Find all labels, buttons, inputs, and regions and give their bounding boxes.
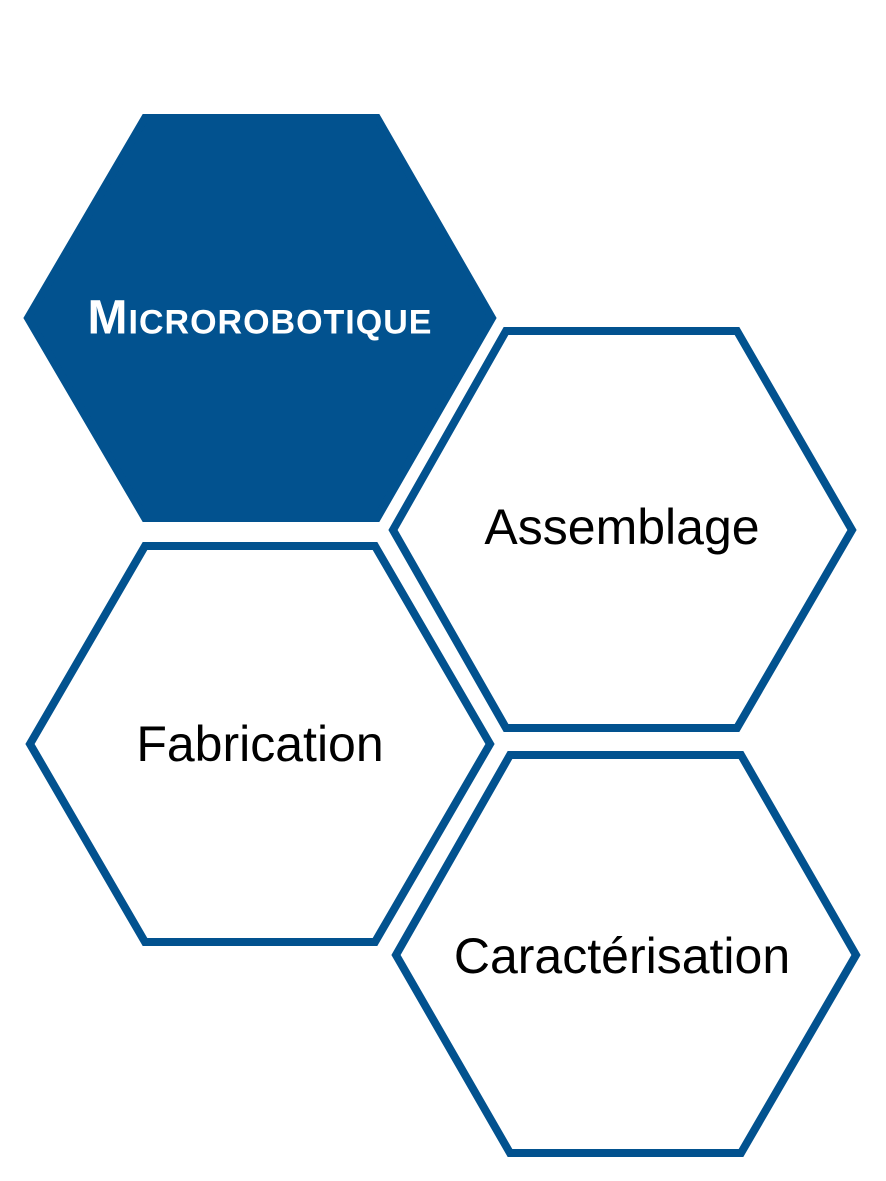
caracterisation-label: Caractérisation [453,928,791,984]
hexagon-fabrication [25,542,495,946]
hexagon-caracterisation [391,751,861,1157]
fabrication-label: Fabrication [136,716,384,772]
hexagon-assemblage [388,327,857,732]
microrobotique-label: Microrobotique [87,291,433,345]
hexagon-microrobotique [23,114,497,522]
assemblage-label: Assemblage [484,499,760,555]
